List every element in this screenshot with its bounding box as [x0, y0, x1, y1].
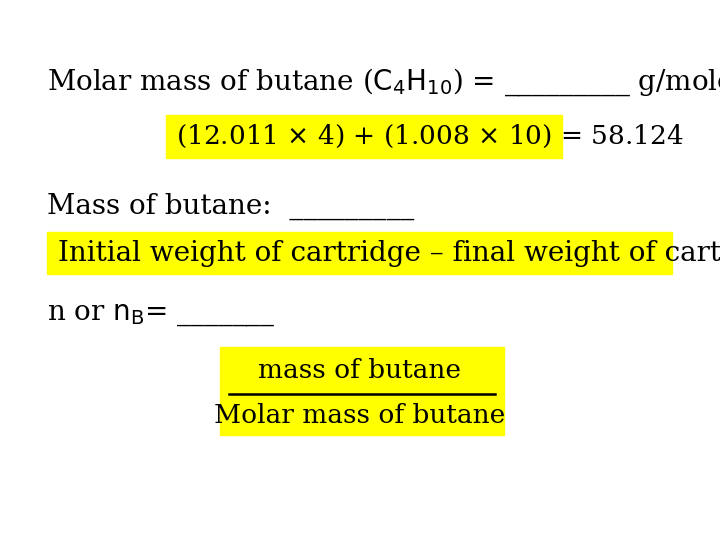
Text: Molar mass of butane ($\mathrm{C_4H_{10}}$) = _________ g/mole: Molar mass of butane ($\mathrm{C_4H_{10}…: [47, 66, 720, 98]
FancyBboxPatch shape: [47, 232, 672, 274]
Text: n or $\mathrm{n_B}$= _______: n or $\mathrm{n_B}$= _______: [47, 301, 276, 328]
Text: Mass of butane:  _________: Mass of butane: _________: [47, 193, 414, 220]
Text: Molar mass of butane: Molar mass of butane: [215, 403, 505, 428]
Text: Initial weight of cartridge – final weight of cartridge: Initial weight of cartridge – final weig…: [58, 240, 720, 267]
Text: (12.011 $\times$ 4) + (1.008 $\times$ 10) = 58.124: (12.011 $\times$ 4) + (1.008 $\times$ 10…: [176, 123, 684, 150]
Text: mass of butane: mass of butane: [258, 359, 462, 383]
FancyBboxPatch shape: [166, 115, 562, 158]
FancyBboxPatch shape: [220, 347, 504, 435]
